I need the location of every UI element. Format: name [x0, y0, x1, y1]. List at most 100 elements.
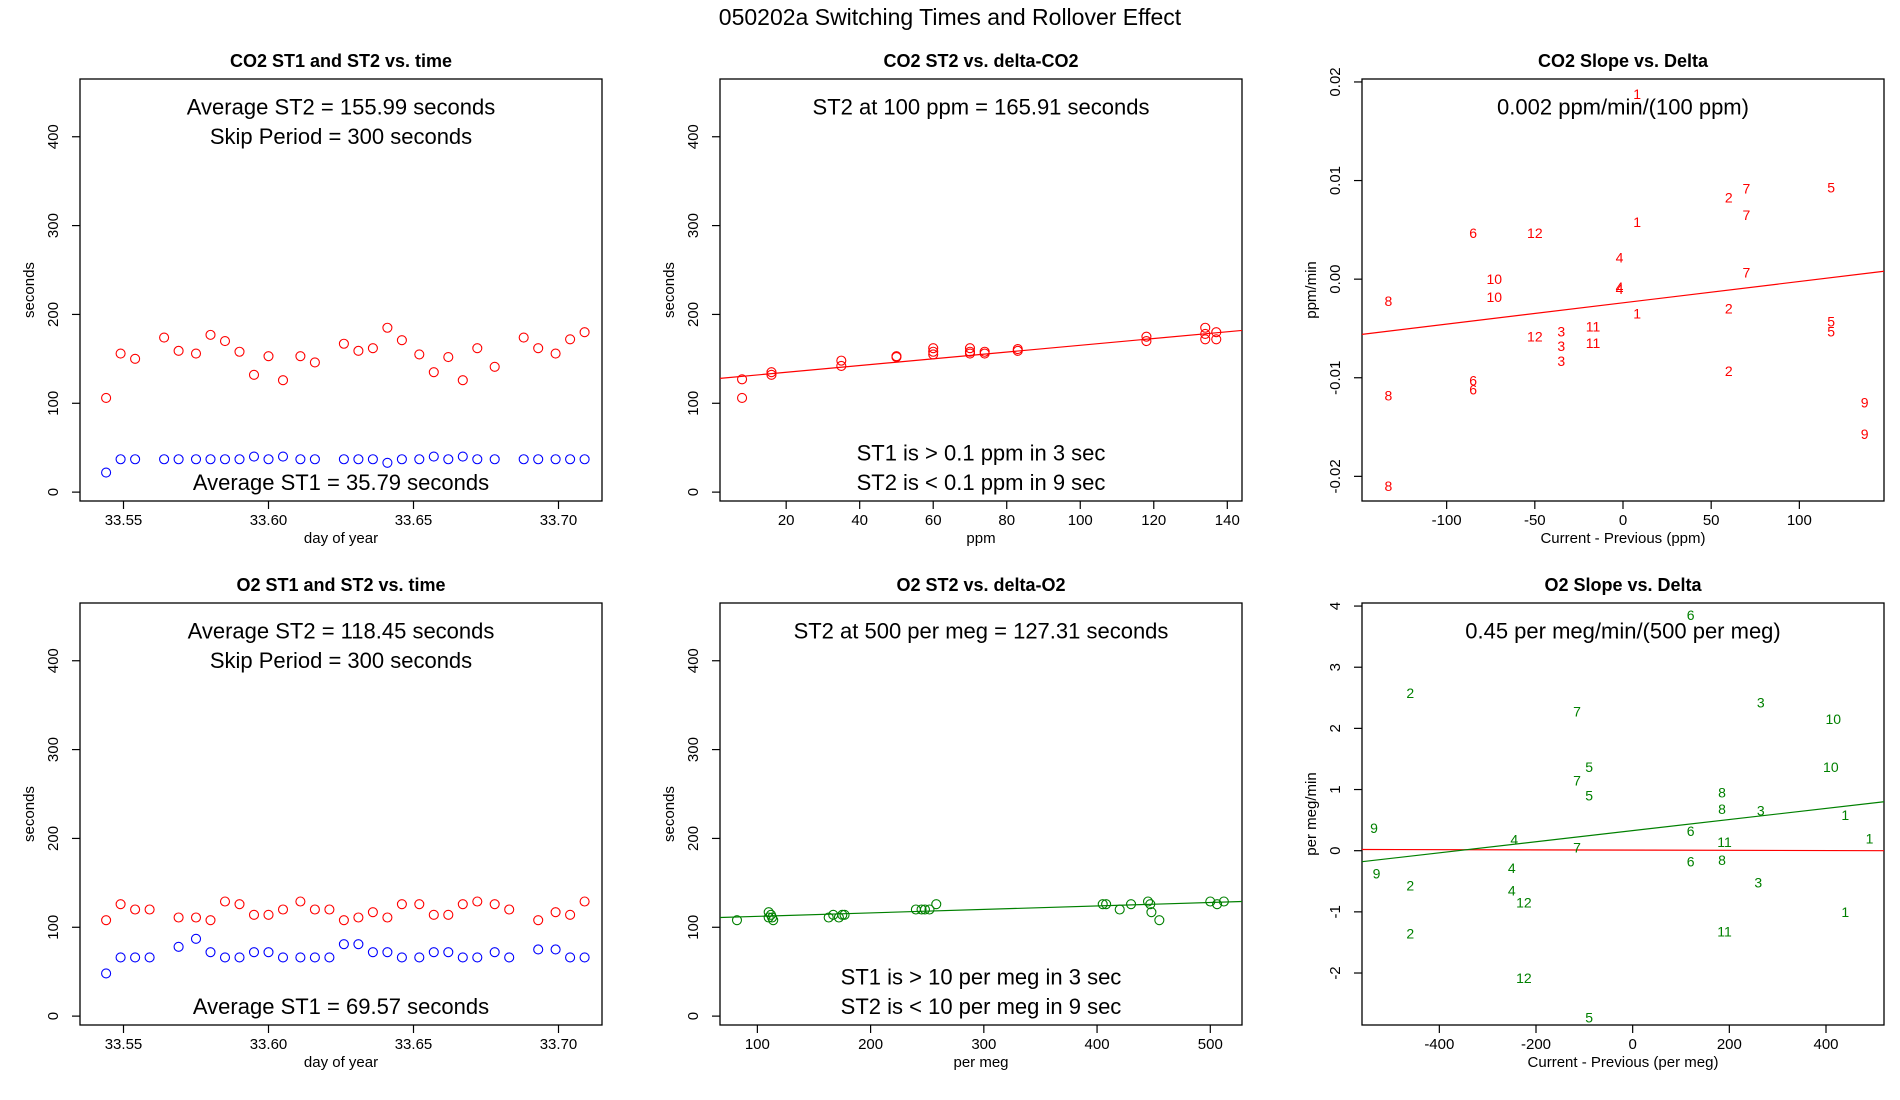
chart-title: O2 Slope vs. Delta: [1544, 575, 1702, 595]
point-label: 1: [1866, 830, 1874, 846]
y-tick-label: 4: [1327, 602, 1344, 610]
point-label: 10: [1486, 271, 1502, 287]
data-point: [338, 338, 349, 349]
data-point: [367, 343, 378, 354]
point-label: 5: [1827, 323, 1835, 339]
annotation: ST2 at 500 per meg = 127.31 seconds: [794, 618, 1169, 643]
y-tick-label: 300: [45, 737, 62, 762]
data-point: [533, 944, 544, 955]
point-label: 2: [1406, 878, 1414, 894]
data-point: [1200, 322, 1211, 333]
data-point: [579, 952, 590, 963]
data-point: [836, 355, 847, 366]
data-point: [533, 343, 544, 354]
point-label: 8: [1385, 293, 1393, 309]
point-label: 6: [1469, 225, 1477, 241]
data-point: [839, 909, 850, 920]
point-label: 4: [1510, 832, 1518, 848]
point-label: 1: [1633, 306, 1641, 322]
data-point: [1200, 328, 1211, 340]
data-point: [565, 334, 576, 345]
data-point: [295, 351, 306, 362]
data-point: [443, 352, 454, 363]
plot-frame-0: [79, 78, 603, 502]
data-point: [836, 360, 847, 372]
point-label: 6: [1687, 854, 1695, 870]
point-label: 1: [1841, 807, 1849, 823]
data-point: [382, 912, 393, 923]
data-point: [234, 454, 245, 465]
data-point: [353, 912, 364, 923]
point-label: 4: [1616, 249, 1624, 265]
data-point: [396, 899, 407, 910]
point-label: 2: [1406, 925, 1414, 941]
chart-title: O2 ST2 vs. delta-O2: [896, 575, 1065, 595]
data-point: [565, 952, 576, 963]
point-label: 4: [1616, 281, 1624, 297]
point-label: 10: [1825, 711, 1841, 727]
data-point: [367, 907, 378, 918]
annotation: 0.45 per meg/min/(500 per meg): [1465, 618, 1781, 643]
y-tick-label: 100: [45, 391, 62, 416]
data-point: [414, 454, 425, 465]
fit-line: [1361, 801, 1885, 863]
chart-title: CO2 Slope vs. Delta: [1538, 51, 1709, 71]
data-point: [928, 343, 939, 354]
data-point: [533, 915, 544, 926]
x-tick-label: 33.65: [395, 1036, 433, 1053]
y-tick-label: 200: [685, 826, 702, 851]
data-point: [324, 952, 335, 963]
data-point: [338, 454, 349, 465]
data-point: [190, 912, 202, 923]
data-point: [1141, 336, 1152, 347]
data-point: [916, 904, 927, 915]
data-point: [130, 454, 141, 465]
data-point: [277, 375, 289, 386]
point-label: 5: [1585, 788, 1593, 804]
data-point: [1218, 896, 1229, 907]
data-point: [144, 952, 155, 963]
point-label: 1: [1841, 904, 1849, 920]
data-point: [248, 947, 260, 958]
point-label: 10: [1486, 289, 1502, 305]
point-label: 3: [1754, 874, 1762, 890]
point-label: 5: [1585, 759, 1593, 775]
annotation: 0.002 ppm/min/(100 ppm): [1497, 94, 1749, 119]
data-point: [277, 451, 289, 462]
point-label: 7: [1573, 772, 1581, 788]
data-point: [219, 896, 231, 907]
point-label: 2: [1725, 363, 1733, 379]
data-point: [1205, 896, 1216, 907]
y-tick-label: 0: [685, 1012, 702, 1020]
data-point: [579, 896, 590, 907]
x-tick-label: 100: [1068, 512, 1093, 529]
point-label: 8: [1718, 785, 1726, 801]
y-tick-label: 100: [685, 915, 702, 940]
data-point: [833, 912, 844, 923]
x-tick-label: 33.55: [105, 512, 143, 529]
y-tick-label: 400: [685, 648, 702, 673]
point-label: 11: [1586, 318, 1601, 334]
data-point: [159, 332, 170, 343]
data-point: [309, 454, 320, 465]
data-point: [338, 939, 349, 950]
y-tick-label: 200: [45, 302, 62, 327]
y-tick-label: 3: [1327, 663, 1344, 671]
data-point: [277, 904, 289, 915]
data-point: [443, 454, 454, 465]
data-point: [219, 952, 231, 963]
data-point: [353, 345, 364, 356]
data-point: [489, 947, 500, 958]
x-tick-label: 0: [1628, 1036, 1636, 1053]
data-point: [1114, 904, 1125, 915]
point-label: 7: [1743, 180, 1751, 196]
data-point: [428, 909, 439, 920]
data-point: [518, 454, 529, 465]
data-point: [115, 454, 126, 465]
data-point: [924, 904, 935, 915]
data-point: [295, 952, 306, 963]
y-tick-label: 2: [1327, 724, 1344, 732]
chart-title: CO2 ST2 vs. delta-CO2: [883, 51, 1078, 71]
data-point: [190, 933, 202, 944]
